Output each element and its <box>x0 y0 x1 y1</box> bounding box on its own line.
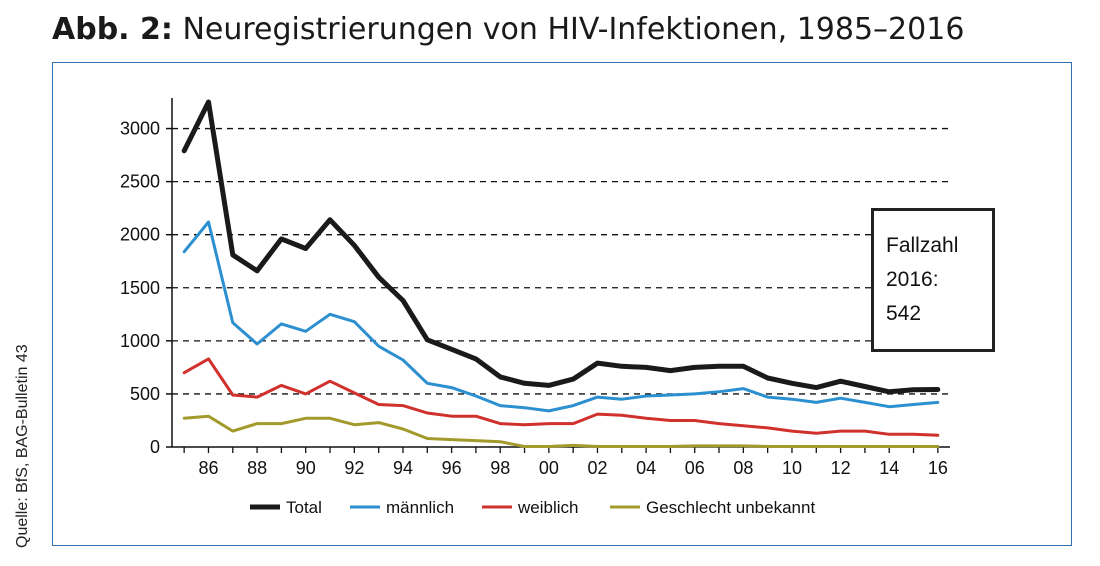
case-count-year: 2016: <box>886 268 939 291</box>
figure-label: Abb. 2: <box>52 12 173 47</box>
case-count-value: 542 <box>886 302 922 325</box>
legend: Total männlich weiblich Geschlecht unbekann… <box>250 498 815 517</box>
y-tick-label-1000: 1000 <box>120 331 160 351</box>
legend-label-total: Total <box>286 498 322 517</box>
case-count-label: Fallzahl <box>886 234 959 257</box>
x-tick-label-16: 16 <box>928 458 948 478</box>
x-tick-label-14: 14 <box>879 458 899 478</box>
case-count-box: Fallzahl 2016: 542 <box>871 208 995 352</box>
x-tick-label-04: 04 <box>636 458 656 478</box>
x-tick-label-08: 08 <box>733 458 753 478</box>
y-tick-label-2500: 2500 <box>120 172 160 192</box>
series-line-geschlecht-unbekannt <box>182 414 940 448</box>
series-line-männlich <box>182 220 940 413</box>
figure-title: Abb. 2: Neuregistrierungen von HIV-Infek… <box>52 12 964 47</box>
y-tick-label-3000: 3000 <box>120 119 160 139</box>
x-tick-label-90: 90 <box>296 458 316 478</box>
x-tick-label-06: 06 <box>685 458 705 478</box>
x-tick-label-12: 12 <box>831 458 851 478</box>
x-tick-label-98: 98 <box>490 458 510 478</box>
figure-title-text: Neuregistrierungen von HIV-Infektionen, … <box>182 12 965 47</box>
x-tick-label-96: 96 <box>442 458 462 478</box>
x-tick-label-86: 86 <box>198 458 218 478</box>
legend-label-geschlecht-unbekannt: Geschlecht unbekannt <box>646 498 815 517</box>
x-tick-label-88: 88 <box>247 458 267 478</box>
x-tick-label-92: 92 <box>344 458 364 478</box>
x-tick-label-02: 02 <box>587 458 607 478</box>
legend-label-weiblich: weiblich <box>517 498 578 517</box>
x-tick-label-10: 10 <box>782 458 802 478</box>
y-tick-label-500: 500 <box>130 384 160 404</box>
y-tick-label-1500: 1500 <box>120 278 160 298</box>
chart-frame <box>52 62 1072 546</box>
series-line-weiblich <box>182 357 940 437</box>
x-tick-label-00: 00 <box>539 458 559 478</box>
legend-label-männlich: männlich <box>386 498 454 517</box>
y-tick-label-2000: 2000 <box>120 225 160 245</box>
series-line-total <box>181 99 941 395</box>
y-tick-label-0: 0 <box>150 437 160 457</box>
series-lines <box>181 99 941 448</box>
gridlines <box>172 127 950 395</box>
x-tick-label-94: 94 <box>393 458 413 478</box>
